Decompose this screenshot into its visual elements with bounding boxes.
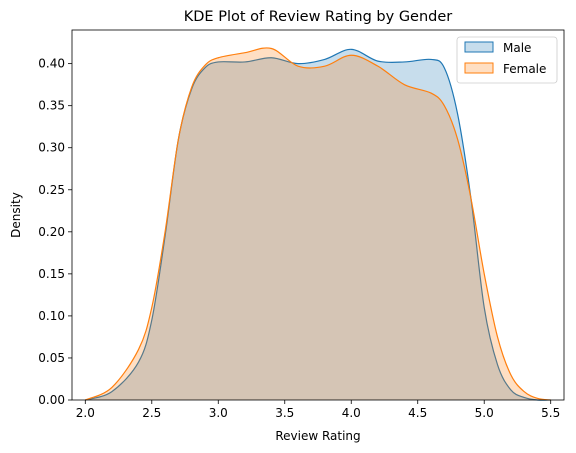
x-axis-label: Review Rating <box>275 429 360 443</box>
y-tick-label: 0.00 <box>38 393 65 407</box>
y-tick-label: 0.20 <box>38 225 65 239</box>
chart-title: KDE Plot of Review Rating by Gender <box>184 9 453 25</box>
y-tick-label: 0.10 <box>38 309 65 323</box>
male-legend-label: Male <box>503 41 531 55</box>
female-density-line <box>85 47 551 401</box>
male-density-area <box>85 49 551 401</box>
x-tick-label: 3.5 <box>275 406 294 420</box>
female-density-area <box>85 47 551 400</box>
y-tick-label: 0.05 <box>38 351 65 365</box>
y-tick-label: 0.15 <box>38 267 65 281</box>
y-tick-label: 0.35 <box>38 99 65 113</box>
male-density-line <box>85 48 551 401</box>
x-tick-label: 2.0 <box>76 406 95 420</box>
x-tick-label: 4.0 <box>342 406 361 420</box>
x-tick-label: 5.5 <box>541 406 560 420</box>
legend-box <box>456 36 558 84</box>
female-legend-label: Female <box>503 62 546 76</box>
x-tick-label: 2.5 <box>142 406 161 420</box>
male-legend-swatch <box>464 41 494 53</box>
x-tick-label: 3.0 <box>209 406 228 420</box>
plot-frame <box>71 29 565 401</box>
female-legend-swatch <box>464 62 494 74</box>
y-tick-label: 0.25 <box>38 183 65 197</box>
legend: Male Female <box>456 36 558 84</box>
x-tick-label: 5.0 <box>475 406 494 420</box>
x-tick-label: 4.5 <box>408 406 427 420</box>
y-tick-label: 0.30 <box>38 141 65 155</box>
series-layer <box>85 47 551 401</box>
y-tick-label: 0.40 <box>38 57 65 71</box>
axes-layer: 2.0 2.5 3.0 3.5 4.0 4.5 5.0 5.5 0.00 0.05 0.10 0.15… <box>38 29 565 420</box>
y-axis-label: Density <box>9 192 23 238</box>
